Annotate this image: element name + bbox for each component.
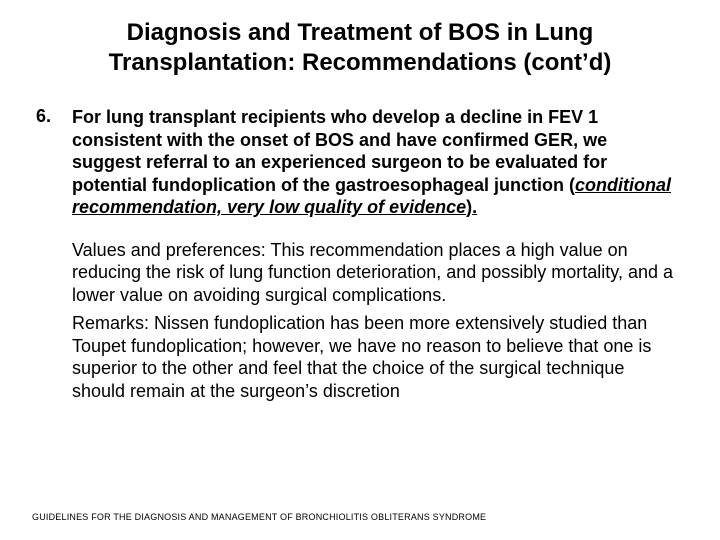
item-number: 6. bbox=[32, 106, 72, 127]
recommendation-text: For lung transplant recipients who devel… bbox=[72, 106, 676, 219]
recommendation-lead: For lung transplant recipients who devel… bbox=[72, 107, 607, 195]
recommendation-item: 6. For lung transplant recipients who de… bbox=[32, 106, 688, 408]
item-body: For lung transplant recipients who devel… bbox=[72, 106, 688, 408]
values-paragraph: Values and preferences: This recommendat… bbox=[72, 239, 676, 307]
slide: Diagnosis and Treatment of BOS in Lung T… bbox=[0, 0, 720, 540]
remarks-paragraph: Remarks: Nissen fundoplication has been … bbox=[72, 312, 676, 402]
recommendation-tail: ). bbox=[466, 197, 477, 217]
slide-title: Diagnosis and Treatment of BOS in Lung T… bbox=[56, 18, 664, 78]
footer-text: GUIDELINES FOR THE DIAGNOSIS AND MANAGEM… bbox=[32, 512, 486, 522]
